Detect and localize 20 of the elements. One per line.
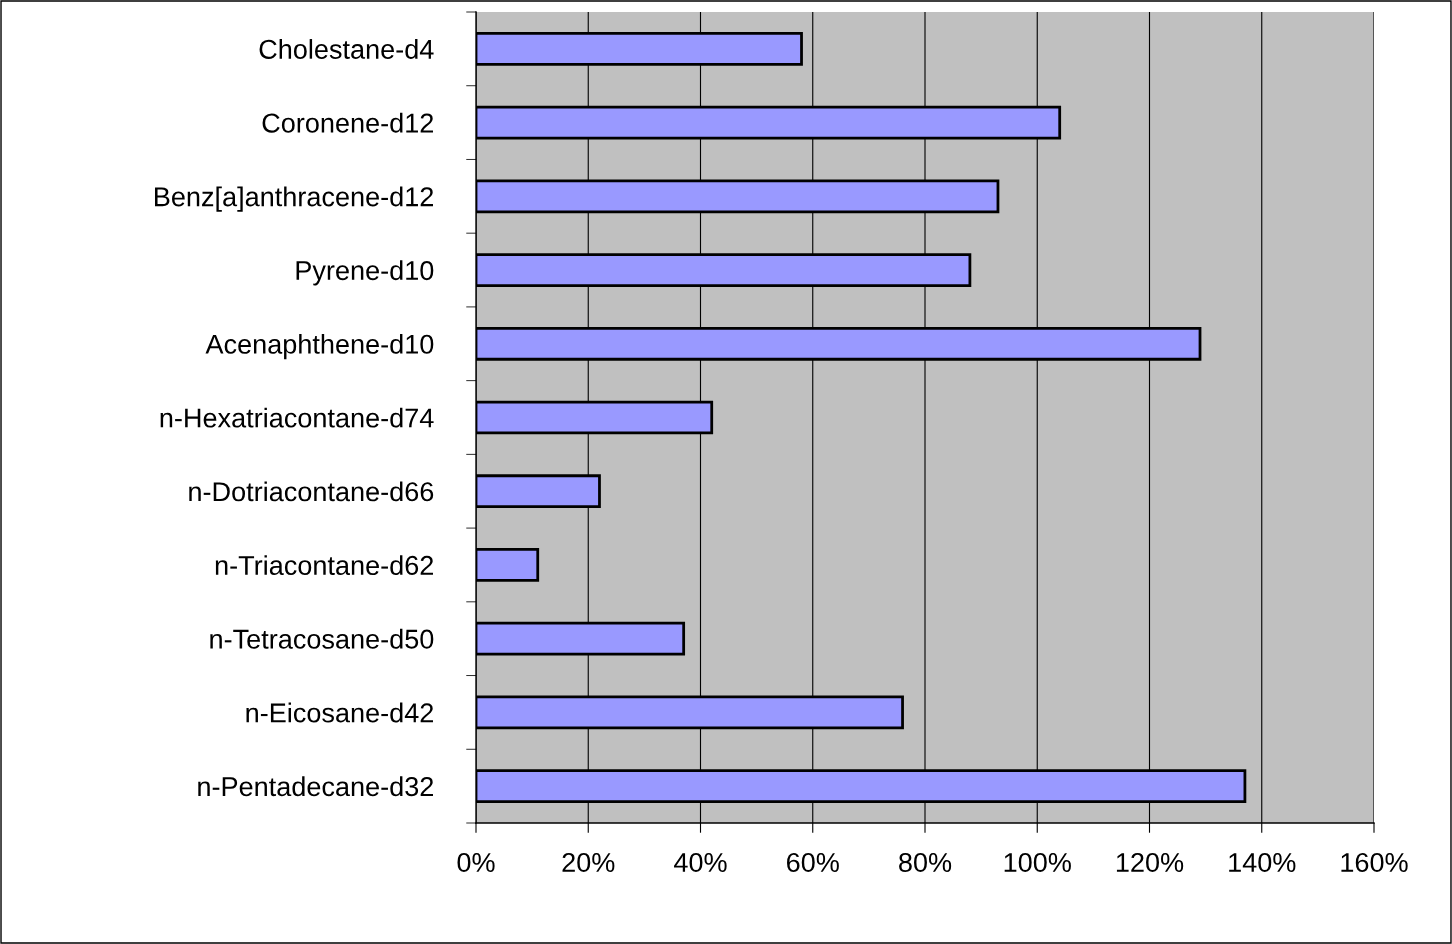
x-tick-label: 100% [1004, 852, 1071, 873]
y-tick-label: Acenaphthene-d10 [205, 333, 434, 360]
x-tick-label: 20% [562, 852, 615, 873]
y-tick-label: n-Hexatriacontane-d74 [160, 407, 434, 428]
x-tick-label: 120% [1116, 852, 1184, 873]
y-tick-label: n-Tetracosane-d50 [210, 628, 434, 649]
y-tick-label: Cholestane-d4 [259, 39, 434, 59]
y-tick-label: n-Pentadecane-d32 [198, 776, 433, 797]
x-tick-label: 0% [457, 852, 495, 873]
x-tick-label: 160% [1341, 852, 1408, 873]
y-tick-label: Pyrene-d10 [296, 260, 434, 286]
x-tick-label: 140% [1229, 852, 1296, 873]
x-tick-label: 60% [787, 852, 839, 873]
y-tick-label: Benz[a]anthracene-d12 [155, 186, 433, 212]
y-tick-label: Coronene-d12 [262, 112, 433, 133]
x-tick-label: 80% [899, 852, 952, 873]
x-tick-label: 40% [674, 852, 727, 873]
y-tick-label: n-Eicosane-d42 [246, 702, 433, 723]
y-tick-label: n-Dotriacontane-d66 [189, 481, 434, 502]
y-tick-label: n-Triacontane-d62 [215, 555, 433, 576]
